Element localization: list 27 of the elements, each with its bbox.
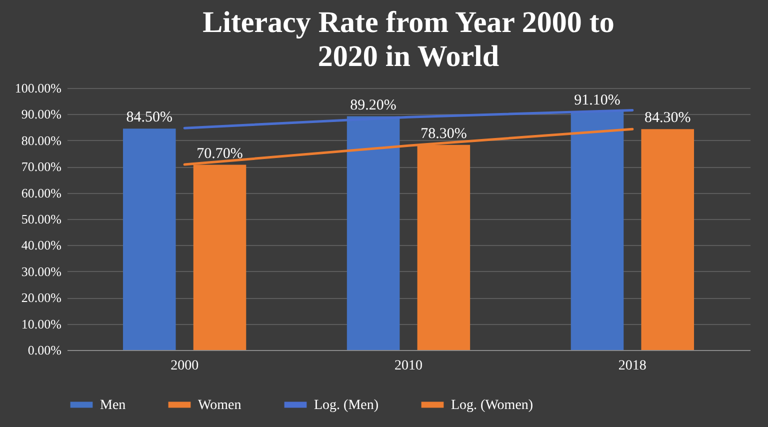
x-tick-label: 2010	[394, 358, 422, 374]
y-tick-label: 40.00%	[21, 238, 62, 253]
bar	[641, 129, 694, 350]
y-tick-label: 70.00%	[21, 159, 62, 174]
x-tick-label: 2000	[170, 358, 199, 374]
data-label: 89.20%	[350, 97, 396, 114]
y-tick-label: 80.00%	[21, 132, 62, 148]
y-tick-label: 20.00%	[21, 290, 62, 306]
y-tick-label: 90.00%	[21, 106, 62, 122]
chart-title: Literacy Rate from Year 2000 to 2020 in World	[202, 6, 614, 73]
x-tick-label: 2018	[618, 358, 646, 374]
legend-label: Men	[100, 398, 126, 413]
legend-label: Women	[198, 398, 242, 413]
y-tick-label: 10.00%	[21, 316, 62, 332]
y-tick-label: 100.00%	[14, 80, 62, 96]
data-label: 84.30%	[644, 110, 691, 126]
data-label: 70.70%	[196, 146, 243, 162]
data-label: 78.30%	[420, 126, 467, 142]
y-tick-label: 30.00%	[21, 264, 62, 279]
y-tick-label: 60.00%	[21, 185, 62, 200]
legend-label: Log. (Men)	[314, 398, 379, 413]
y-tick-label: 50.00%	[21, 212, 62, 226]
y-tick-label: 0.00%	[28, 342, 62, 358]
legend-label: Log. (Women)	[451, 398, 534, 413]
data-label: 91.10%	[574, 92, 620, 108]
bar	[122, 128, 176, 350]
data-label: 84.50%	[126, 110, 172, 126]
